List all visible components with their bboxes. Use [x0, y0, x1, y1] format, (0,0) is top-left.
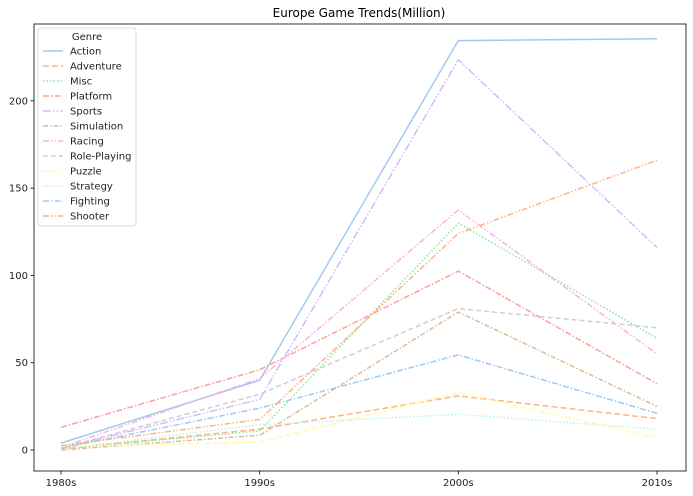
legend-entry: Strategy [70, 182, 113, 193]
series-line-racing [60, 209, 658, 449]
chart-title: Europe Game Trends(Million) [273, 6, 446, 20]
y-tick-label: 200 [9, 96, 28, 107]
legend-entry: Action [70, 47, 101, 58]
y-tick-label: 150 [9, 184, 28, 195]
series-layer [60, 38, 658, 451]
x-tick-label: 2000s [443, 478, 474, 489]
legend-entry: Platform [70, 92, 112, 103]
x-tick-label: 1990s [244, 478, 275, 489]
series-line-shooter [60, 159, 658, 447]
legend-entry: Sports [70, 107, 102, 118]
series-line-role-playing [60, 307, 658, 450]
legend-entry: Racing [70, 137, 104, 148]
series-line-strategy [60, 413, 658, 450]
legend-entry: Simulation [70, 122, 123, 133]
legend-entry: Adventure [70, 62, 122, 73]
legend-entry: Misc [70, 77, 92, 88]
legend: Genre Action Adventure Misc Platform Sports Si… [37, 27, 137, 227]
legend-entry: Fighting [70, 197, 110, 208]
series-line-fighting [60, 354, 658, 450]
series-line-misc [60, 222, 658, 450]
series-line-adventure [60, 395, 658, 450]
legend-entry: Role-Playing [70, 152, 131, 163]
axes-layer: 0 50 100 150 200 1980s 1990s 2000s 2010s [9, 96, 672, 489]
series-line-simulation [60, 311, 658, 451]
series-line-action [60, 38, 658, 444]
y-tick-label: 100 [9, 271, 28, 282]
legend-entry: Puzzle [70, 167, 102, 178]
y-tick-label: 0 [22, 446, 28, 457]
x-tick-label: 2010s [642, 478, 673, 489]
y-tick-label: 50 [15, 358, 28, 369]
series-line-platform [60, 270, 658, 429]
plot-frame [33, 23, 687, 472]
series-line-sports [60, 59, 658, 450]
series-line-puzzle [60, 391, 658, 448]
x-tick-label: 1980s [46, 478, 77, 489]
legend-title: Genre [72, 32, 102, 43]
legend-box [37, 27, 137, 227]
legend-entry: Shooter [70, 212, 110, 223]
